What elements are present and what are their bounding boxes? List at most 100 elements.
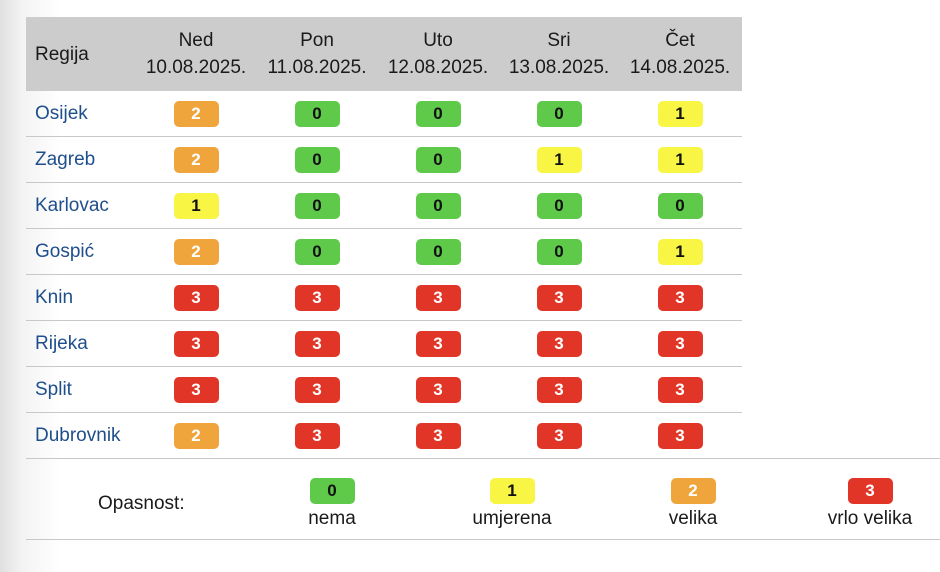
region-link[interactable]: Karlovac [26,182,134,229]
danger-cell: 3 [376,320,500,367]
danger-level-badge: 0 [415,146,461,173]
header-day-name: Uto [423,30,453,51]
header-day-date: 10.08.2025. [145,57,247,78]
region-link[interactable]: Osijek [26,91,134,137]
danger-cell: 1 [618,136,742,183]
danger-cell: 0 [376,91,500,137]
danger-level-badge: 0 [536,192,582,219]
legend-badge: 0 [309,478,355,504]
table-row: Knin 3 3 3 3 3 [26,274,742,321]
header-day-3: Sri 13.08.2025. [500,17,618,91]
danger-level-badge: 3 [294,376,340,403]
danger-cell: 3 [134,274,258,321]
danger-level-badge: 2 [173,238,219,265]
danger-cell: 1 [618,228,742,275]
danger-cell: 2 [134,91,258,137]
danger-level-badge: 2 [173,100,219,127]
danger-level-badge: 0 [294,192,340,219]
legend-label: Opasnost: [98,493,185,514]
header-day-name: Čet [665,30,695,51]
danger-cell: 2 [134,412,258,459]
danger-level-badge: 3 [657,330,703,357]
legend-badge: 1 [489,478,535,504]
danger-cell: 3 [376,412,500,459]
table-row: Rijeka 3 3 3 3 3 [26,320,742,367]
legend-text: velika [668,508,718,529]
danger-level-badge: 0 [415,192,461,219]
region-link[interactable]: Dubrovnik [26,412,134,459]
legend-divider-bottom [26,539,940,540]
danger-cell: 3 [258,412,376,459]
danger-level-badge: 3 [173,376,219,403]
danger-level-badge: 3 [415,376,461,403]
danger-level-badge: 0 [536,238,582,265]
header-day-name: Sri [547,30,571,51]
legend-text: vrlo velika [827,508,913,529]
table-row: Zagreb 2 0 0 1 1 [26,136,742,183]
region-link[interactable]: Zagreb [26,136,134,183]
fire-danger-forecast-table: Regija Ned 10.08.2025. Pon 11.08.2025. U… [26,17,742,459]
danger-level-badge: 3 [415,422,461,449]
header-day-0: Ned 10.08.2025. [134,17,258,91]
danger-cell: 3 [618,366,742,413]
header-day-1: Pon 11.08.2025. [258,17,376,91]
danger-cell: 0 [500,182,618,229]
legend-text: umjerena [472,508,552,529]
legend-item-umjerena: 1 umjerena [442,478,582,530]
danger-level-badge: 1 [536,146,582,173]
danger-cell: 3 [134,366,258,413]
region-link[interactable]: Gospić [26,228,134,275]
danger-level-badge: 3 [294,422,340,449]
danger-cell: 3 [500,412,618,459]
danger-level-badge: 0 [294,238,340,265]
header-region: Regija [26,17,134,91]
danger-level-badge: 3 [536,284,582,311]
legend-badge: 2 [670,478,716,504]
danger-level-badge: 3 [173,330,219,357]
region-link[interactable]: Split [26,366,134,413]
legend-divider-top [26,458,940,459]
danger-cell: 1 [618,91,742,137]
danger-level-badge: 1 [657,238,703,265]
danger-cell: 2 [134,136,258,183]
danger-cell: 3 [618,412,742,459]
danger-level-badge: 3 [657,422,703,449]
danger-cell: 3 [618,320,742,367]
danger-cell: 0 [258,182,376,229]
danger-level-badge: 3 [657,376,703,403]
table-row: Gospić 2 0 0 0 1 [26,228,742,275]
danger-cell: 3 [258,274,376,321]
table-row: Osijek 2 0 0 0 1 [26,91,742,137]
danger-cell: 0 [376,136,500,183]
danger-cell: 1 [134,182,258,229]
danger-cell: 0 [376,228,500,275]
region-link[interactable]: Rijeka [26,320,134,367]
danger-cell: 0 [500,91,618,137]
danger-level-badge: 0 [294,146,340,173]
table-row: Split 3 3 3 3 3 [26,366,742,413]
danger-level-badge: 3 [536,376,582,403]
danger-cell: 3 [500,320,618,367]
danger-level-badge: 2 [173,146,219,173]
table-header-row: Regija Ned 10.08.2025. Pon 11.08.2025. U… [26,17,742,91]
region-link[interactable]: Knin [26,274,134,321]
table-row: Dubrovnik 2 3 3 3 3 [26,412,742,459]
header-day-name: Pon [300,30,334,51]
danger-cell: 0 [258,228,376,275]
danger-level-badge: 1 [657,146,703,173]
danger-cell: 3 [258,366,376,413]
header-day-date: 13.08.2025. [508,57,610,78]
danger-level-badge: 3 [294,330,340,357]
danger-level-badge: 1 [657,100,703,127]
danger-cell: 0 [258,91,376,137]
legend-item-velika: 2 velika [623,478,763,530]
forecast-table-container: Regija Ned 10.08.2025. Pon 11.08.2025. U… [26,17,742,459]
danger-cell: 3 [500,274,618,321]
header-day-date: 12.08.2025. [387,57,489,78]
danger-level-badge: 3 [415,330,461,357]
danger-cell: 3 [618,274,742,321]
legend-badge: 3 [847,478,893,504]
danger-cell: 3 [376,274,500,321]
danger-cell: 0 [500,228,618,275]
danger-cell: 3 [376,366,500,413]
